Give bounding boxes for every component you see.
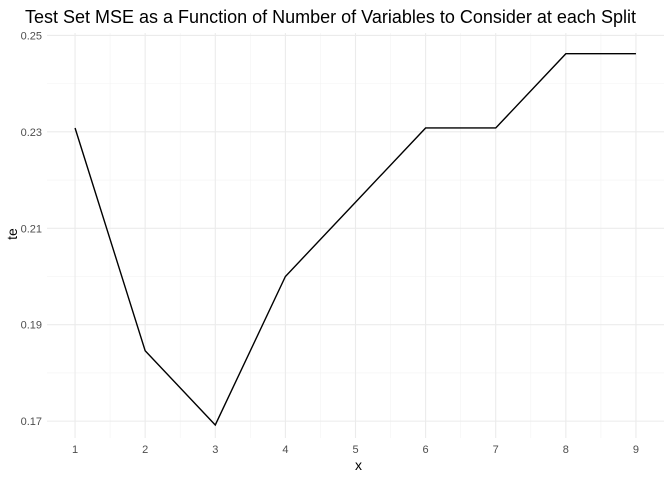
y-tick-label: 0.19 [21, 320, 42, 332]
y-tick-label: 0.21 [21, 223, 42, 235]
x-axis-title: x [355, 457, 362, 473]
x-tick-label: 7 [493, 444, 499, 456]
gridlines [47, 33, 664, 438]
y-axis-title: te [4, 228, 20, 240]
y-axis-ticks: 0.17 0.19 0.21 0.23 0.25 [21, 30, 42, 428]
chart-title: Test Set MSE as a Function of Number of … [25, 7, 636, 27]
x-tick-label: 8 [563, 444, 569, 456]
x-tick-label: 1 [72, 444, 78, 456]
y-tick-label: 0.23 [21, 127, 42, 139]
x-tick-label: 9 [633, 444, 639, 456]
x-tick-label: 6 [423, 444, 429, 456]
x-tick-label: 2 [142, 444, 148, 456]
series-layer [74, 53, 636, 427]
x-tick-label: 4 [282, 444, 288, 456]
x-tick-label: 5 [352, 444, 358, 456]
y-tick-label: 0.25 [21, 30, 42, 42]
x-axis-ticks: 1 2 3 4 5 6 7 8 9 [72, 444, 639, 456]
y-tick-label: 0.17 [21, 416, 42, 428]
x-tick-label: 3 [212, 444, 218, 456]
series-line [74, 53, 636, 427]
